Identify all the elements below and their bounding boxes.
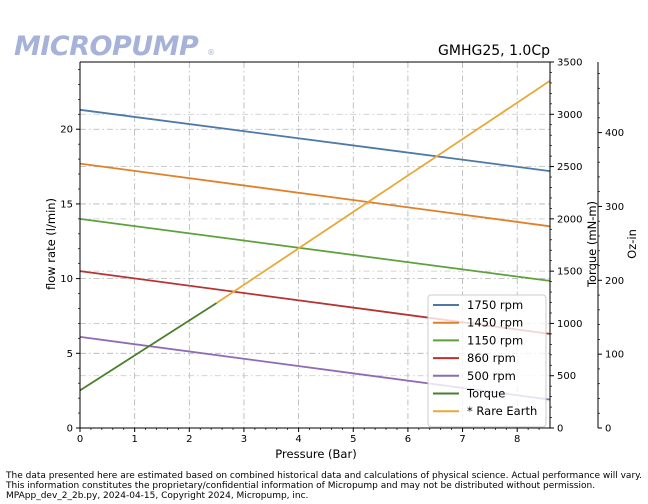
legend-label: 500 rpm — [467, 369, 516, 383]
y-tick-label: 10 — [60, 274, 73, 285]
series-line-1150-rpm — [79, 218, 551, 282]
micropump-logo: MICROPUMP ® — [14, 31, 215, 62]
y-tick-label: 15 — [60, 199, 73, 210]
legend-label: * Rare Earth — [467, 404, 537, 418]
y2-tick-label: 1000 — [557, 319, 582, 330]
y2-axis-label: Torque (mN-m) — [585, 201, 599, 288]
series-line-torque — [79, 302, 218, 392]
y3-tick-label: 400 — [605, 128, 624, 139]
y2-tick-label: 2000 — [557, 214, 582, 225]
logo-registered-mark: ® — [207, 48, 215, 57]
y3-tick-label: 0 — [605, 424, 611, 435]
x-tick-label: 3 — [241, 434, 247, 445]
footer-copyright: MPApp_dev_2_2b.py, 2024-04-15, Copyright… — [6, 491, 309, 501]
x-tick-label: 7 — [459, 434, 465, 445]
legend-label: 1150 rpm — [467, 333, 523, 347]
y-tick-label: 20 — [60, 125, 73, 136]
y2-tick-label: 500 — [557, 371, 576, 382]
series-line-1750-rpm — [79, 108, 551, 172]
x-tick-label: 2 — [186, 434, 192, 445]
y2-tick-label: 2500 — [557, 162, 582, 173]
y2-tick-label: 3500 — [557, 58, 582, 69]
series-lines — [79, 80, 551, 401]
legend-label: 1450 rpm — [467, 316, 523, 330]
logo-text: MICROPUMP — [14, 31, 199, 62]
x-tick-label: 0 — [77, 434, 83, 445]
legend-label: 1750 rpm — [467, 298, 523, 312]
y3-tick-label: 200 — [605, 276, 624, 287]
chart-title: GMHG25, 1.0Cp — [438, 43, 550, 59]
y3-axis-label: Oz-in — [625, 229, 639, 259]
footer-confidential: This information constitutes the proprie… — [6, 481, 596, 491]
axes: 0 1 2 3 4 5 6 7 80510152005001000150020002500300… — [60, 58, 624, 446]
y-axis-label: flow rate (l/min) — [44, 198, 58, 290]
x-axis-label: Pressure (Bar) — [275, 447, 356, 461]
legend-label: 860 rpm — [467, 351, 516, 365]
y2-tick-label: 3000 — [557, 110, 582, 121]
footer-disclaimer: The data presented here are estimated ba… — [6, 471, 643, 481]
series-line--rare-earth — [216, 80, 551, 304]
x-tick-label: 1 — [131, 434, 137, 445]
x-tick-label: 4 — [295, 434, 301, 445]
x-tick-label: 8 — [514, 434, 520, 445]
y2-tick-label: 0 — [557, 424, 563, 435]
y-tick-label: 5 — [67, 349, 73, 360]
legend-label: Torque — [466, 387, 505, 401]
y3-tick-label: 100 — [605, 350, 624, 361]
y3-tick-label: 300 — [605, 202, 624, 213]
y-tick-label: 0 — [67, 424, 73, 435]
x-tick-label: 6 — [405, 434, 411, 445]
legend: 1750 rpm 1450 rpm 1150 rpm 860 rpm 500 rpm To… — [427, 294, 547, 428]
series-line-1450-rpm — [79, 162, 551, 228]
y2-tick-label: 1500 — [557, 267, 582, 278]
x-tick-label: 5 — [350, 434, 356, 445]
